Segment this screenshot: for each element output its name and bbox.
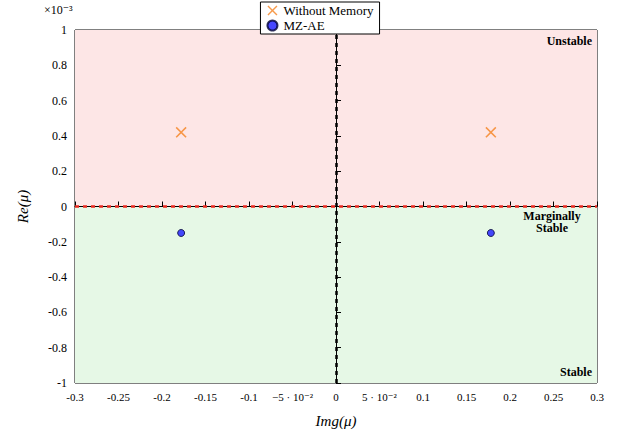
svg-text:MZ-AE: MZ-AE	[283, 18, 324, 33]
svg-text:-1: -1	[57, 376, 67, 390]
svg-text:-0.4: -0.4	[48, 270, 67, 284]
svg-text:-0.2: -0.2	[153, 391, 170, 403]
svg-text:-0.25: -0.25	[107, 391, 130, 403]
svg-text:Without Memory: Without Memory	[283, 3, 374, 18]
svg-text:Unstable: Unstable	[547, 34, 593, 48]
svg-text:0.15: 0.15	[457, 391, 477, 403]
svg-text:-0.6: -0.6	[48, 305, 67, 319]
svg-text:1: 1	[61, 23, 67, 37]
svg-text:-0.3: -0.3	[66, 391, 84, 403]
svg-text:Re(μ): Re(μ)	[15, 190, 32, 224]
svg-text:Stable: Stable	[536, 221, 569, 235]
svg-text:-0.1: -0.1	[240, 391, 257, 403]
svg-text:-0.2: -0.2	[48, 235, 67, 249]
svg-text:Marginally: Marginally	[523, 208, 581, 223]
svg-text:×10⁻³: ×10⁻³	[44, 3, 73, 17]
svg-text:0.1: 0.1	[416, 391, 430, 403]
svg-text:0.4: 0.4	[52, 129, 67, 143]
svg-text:-0.8: -0.8	[48, 341, 67, 355]
svg-text:0.3: 0.3	[590, 391, 604, 403]
svg-text:Stable: Stable	[560, 365, 593, 379]
svg-text:-0.15: -0.15	[194, 391, 217, 403]
svg-text:0.2: 0.2	[503, 391, 517, 403]
svg-text:Img(μ): Img(μ)	[315, 413, 357, 430]
svg-text:0.25: 0.25	[544, 391, 564, 403]
svg-text:−5 · 10⁻²: −5 · 10⁻²	[272, 391, 314, 403]
svg-text:0.8: 0.8	[52, 58, 67, 72]
svg-text:0.6: 0.6	[52, 94, 67, 108]
svg-text:5 · 10⁻²: 5 · 10⁻²	[362, 391, 397, 403]
svg-text:0: 0	[61, 200, 67, 214]
svg-text:0: 0	[333, 391, 339, 403]
svg-text:0.2: 0.2	[52, 164, 67, 178]
